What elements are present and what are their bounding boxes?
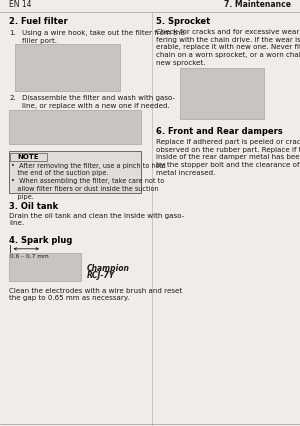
Text: 2. Fuel filter: 2. Fuel filter (9, 17, 68, 26)
Text: 5. Sprocket: 5. Sprocket (156, 17, 210, 26)
Text: NOTE: NOTE (18, 154, 39, 160)
Bar (9, 253, 81, 281)
Text: Check for cracks and for excessive wear inter-
fering with the chain drive. If t: Check for cracks and for excessive wear … (156, 29, 300, 66)
Text: 3. Oil tank: 3. Oil tank (9, 202, 58, 211)
Text: 7. Maintenance: 7. Maintenance (224, 0, 291, 9)
Text: RCJ-7Y: RCJ-7Y (87, 271, 115, 280)
Text: 2.: 2. (9, 95, 16, 101)
Text: Replace if adhered part is peeled or crack is
observed on the rubber part. Repla: Replace if adhered part is peeled or cra… (156, 139, 300, 176)
Text: Clean the electrodes with a wire brush and reset
the gap to 0.65 mm as necessary: Clean the electrodes with a wire brush a… (9, 288, 182, 301)
Text: Drain the oil tank and clean the inside with gaso-
line.: Drain the oil tank and clean the inside … (9, 213, 184, 226)
Text: EN 14: EN 14 (9, 0, 32, 9)
Bar (9, 151, 141, 193)
Text: Using a wire hook, take out the filter from the
filler port.: Using a wire hook, take out the filter f… (22, 30, 184, 43)
Text: Disassemble the filter and wash with gaso-
line, or replace with a new one if ne: Disassemble the filter and wash with gas… (22, 95, 175, 109)
Text: 1.: 1. (9, 30, 16, 36)
Text: 0.6 – 0.7 mm: 0.6 – 0.7 mm (11, 254, 49, 259)
Text: •  After removing the filter, use a pinch to hold
   the end of the suction pipe: • After removing the filter, use a pinch… (11, 163, 166, 200)
Bar (15, 44, 120, 91)
Text: 4. Spark plug: 4. Spark plug (9, 236, 72, 245)
Text: 6. Front and Rear dampers: 6. Front and Rear dampers (156, 127, 283, 136)
Bar (11, 153, 46, 161)
Bar (180, 68, 264, 119)
Bar (9, 110, 141, 144)
Text: Champion: Champion (87, 264, 130, 273)
